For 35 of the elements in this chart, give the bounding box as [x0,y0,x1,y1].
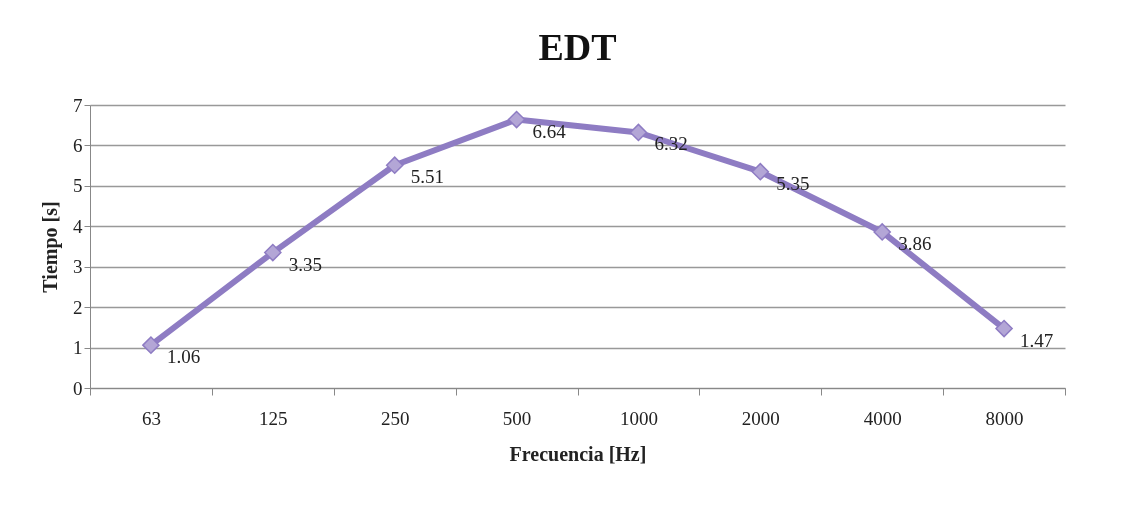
y-tick-label: 4 [73,215,83,237]
y-tick-label: 0 [73,377,83,399]
y-tick-label: 3 [73,256,83,278]
data-label: 5.51 [410,166,444,188]
point [385,156,404,175]
x-axis-title: Frecuencia [Hz] [509,442,647,465]
y-tick-label: 6 [73,134,83,156]
data-label: 6.64 [532,120,567,142]
data-label: 1.47 [1020,329,1054,351]
point [264,243,282,262]
point [629,123,648,142]
y-tick-label: 7 [73,94,83,116]
x-tick-label: 8000 [985,407,1024,429]
point [142,336,160,354]
y-axis-title: Tiempo [s] [39,201,62,293]
x-tick-label: 125 [259,407,288,429]
data-label: 5.35 [776,172,810,194]
x-tick-label: 1000 [619,407,658,429]
y-tick-label: 5 [73,175,83,197]
data-label: 6.32 [654,133,688,155]
x-tick-label: 250 [380,407,410,429]
data-label: 3.86 [898,232,932,254]
point [751,162,770,181]
data-label: 1.06 [166,346,201,368]
chart-title: EDT [538,26,617,68]
point [507,110,526,129]
point [995,319,1013,338]
y-tick-label: 2 [73,296,83,318]
data-label: 3.35 [288,253,323,275]
x-tick-label: 2000 [741,407,780,429]
x-tick-label: 4000 [863,407,902,429]
y-tick-label: 1 [73,337,83,359]
point [873,223,891,241]
x-tick-label: 500 [502,407,532,429]
x-tick-label: 63 [141,407,161,429]
